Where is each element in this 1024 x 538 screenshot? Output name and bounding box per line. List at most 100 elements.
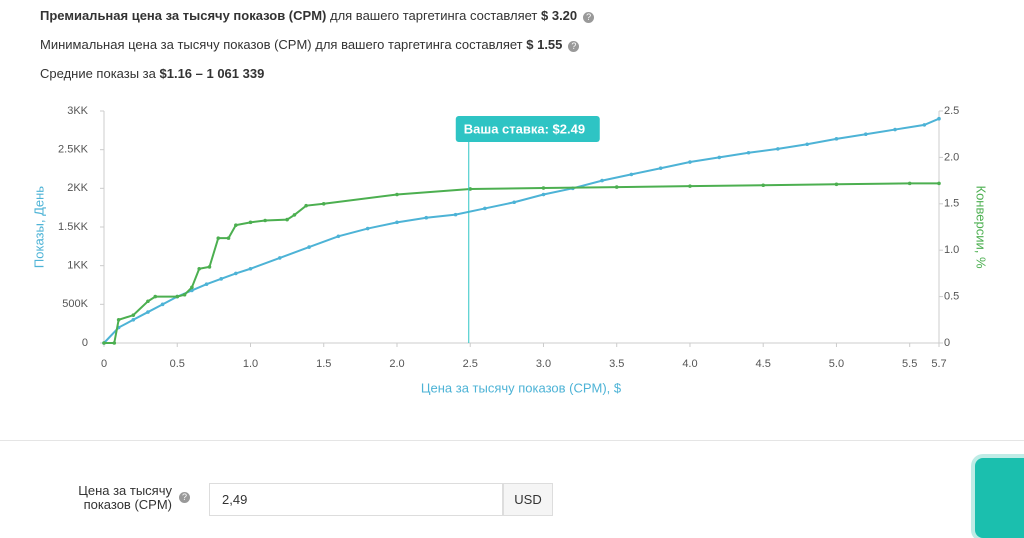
- y-tick-label: 3KK: [67, 105, 88, 117]
- data-point: [424, 215, 429, 220]
- average-text: Средние показы за: [40, 66, 156, 81]
- data-point: [190, 285, 194, 290]
- data-point: [102, 341, 106, 345]
- field-label-text: Цена за тысячу показов (CPM): [78, 483, 172, 512]
- data-point: [365, 226, 370, 231]
- series-line: [104, 182, 939, 344]
- data-point: [226, 236, 231, 240]
- bid-label: Ваша ставка: $2.49: [464, 121, 585, 136]
- data-point: [776, 147, 780, 151]
- help-icon[interactable]: ?: [583, 12, 595, 23]
- minimum-text: Минимальная цена за тысячу показов (CPM)…: [40, 37, 523, 52]
- data-point: [893, 127, 897, 132]
- data-point: [512, 200, 516, 205]
- x-tick-label: 5.7: [931, 358, 946, 370]
- help-icon[interactable]: ?: [568, 41, 580, 52]
- data-point: [304, 203, 308, 208]
- data-point: [131, 313, 136, 317]
- minimum-line: Минимальная цена за тысячу показов (CPM)…: [40, 37, 580, 52]
- data-point: [658, 166, 663, 171]
- data-point: [395, 220, 399, 225]
- x-tick-label: 1.5: [316, 358, 331, 370]
- data-point: [307, 245, 311, 249]
- data-point: [116, 318, 121, 322]
- data-point: [629, 172, 634, 177]
- x-tick-label: 5.0: [829, 358, 844, 370]
- y2-tick-label: 0: [944, 337, 950, 349]
- y2-tick-label: 2.5: [944, 105, 959, 117]
- data-point: [112, 341, 117, 345]
- x-tick-label: 4.0: [682, 358, 697, 370]
- data-point: [834, 137, 839, 141]
- y-tick-label: 1.5KK: [58, 221, 89, 233]
- x-tick-label: 3.5: [609, 358, 624, 370]
- x-tick-label: 3.0: [536, 358, 551, 370]
- data-point: [746, 150, 751, 155]
- data-point: [146, 310, 150, 314]
- y-tick-label: 2KK: [67, 182, 88, 194]
- action-button[interactable]: [975, 458, 1024, 538]
- data-point: [153, 294, 158, 299]
- y2-tick-label: 0.5: [944, 291, 959, 303]
- data-point: [688, 184, 692, 188]
- data-point: [248, 220, 253, 225]
- data-point: [234, 223, 238, 227]
- data-point: [761, 183, 766, 188]
- x-tick-label: 1.0: [243, 358, 258, 370]
- chart: Цена за тысячу показов (CPM), $ Показы, …: [31, 105, 988, 396]
- data-point: [131, 318, 136, 322]
- series-line: [103, 117, 940, 344]
- minimum-value: $ 1.55: [526, 37, 563, 52]
- y-tick-label: 0: [82, 337, 88, 349]
- premium-label: Премиальная цена за тысячу показов (CPM): [40, 8, 327, 23]
- data-point: [688, 160, 692, 164]
- data-point: [285, 217, 289, 222]
- data-point: [468, 187, 473, 191]
- x-tick-label: 2.0: [389, 358, 404, 370]
- separator: [0, 440, 1024, 441]
- data-point: [614, 185, 619, 189]
- average-value: $1.16 – 1 061 339: [159, 66, 265, 81]
- data-point: [483, 206, 487, 211]
- y-tick-label: 1KK: [67, 260, 88, 272]
- data-point: [541, 186, 546, 190]
- data-point: [182, 292, 187, 297]
- x-tick-label: 4.5: [756, 358, 771, 370]
- y-axis-label: Показы, День: [31, 186, 46, 268]
- data-point: [160, 302, 165, 307]
- field-label: Цена за тысячу показов (CPM)?: [60, 483, 190, 512]
- data-point: [292, 213, 297, 217]
- data-point: [277, 256, 282, 260]
- data-point: [863, 132, 868, 136]
- x-tick-label: 0: [101, 358, 107, 370]
- premium-text: для вашего таргетинга составляет: [329, 8, 538, 23]
- data-point: [336, 234, 341, 239]
- data-point: [216, 236, 221, 240]
- x-tick-label: 0.5: [170, 358, 185, 370]
- bid-badge: [455, 116, 600, 142]
- premium-line: Премиальная цена за тысячу показов (CPM)…: [40, 8, 595, 23]
- x-tick-label: 5.5: [902, 358, 917, 370]
- data-point: [937, 116, 941, 121]
- y2-tick-label: 2.0: [944, 151, 959, 163]
- data-point: [453, 212, 458, 217]
- data-point: [717, 155, 722, 160]
- data-point: [248, 266, 253, 271]
- data-point: [263, 218, 267, 223]
- y-tick-label: 500K: [62, 298, 88, 310]
- data-point: [600, 178, 604, 183]
- help-icon[interactable]: ?: [179, 492, 190, 503]
- data-point: [541, 192, 546, 197]
- y2-tick-label: 1.5: [944, 198, 959, 210]
- currency: USD: [503, 483, 553, 516]
- data-point: [204, 282, 209, 287]
- data-point: [834, 182, 839, 187]
- data-point: [922, 123, 927, 127]
- data-point: [146, 299, 150, 304]
- price-input[interactable]: 2,49: [209, 483, 503, 516]
- data-point: [805, 142, 809, 147]
- average-line: Средние показы за $1.16 – 1 061 339: [40, 66, 264, 81]
- x-tick-label: 2.5: [463, 358, 478, 370]
- y-tick-label: 2.5KK: [58, 144, 89, 156]
- data-point: [175, 294, 180, 299]
